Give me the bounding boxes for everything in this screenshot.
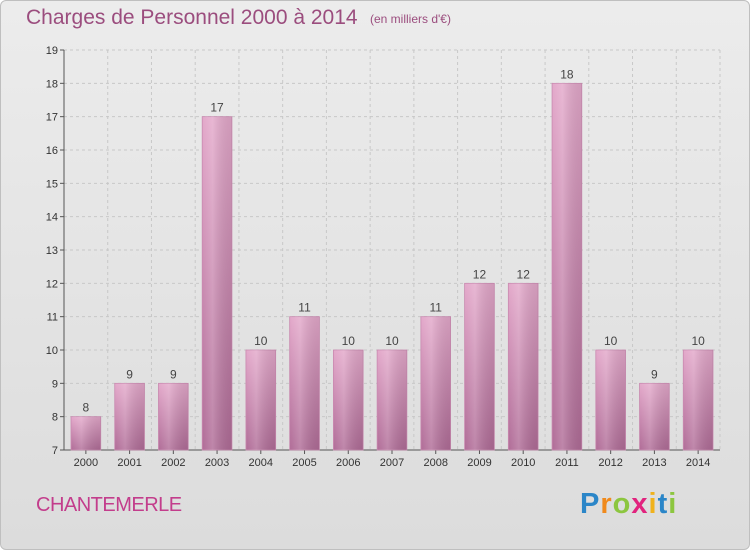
data-label: 12 (517, 267, 531, 281)
bar-sheen (245, 350, 276, 450)
data-label: 9 (170, 367, 177, 381)
y-tick-label: 13 (46, 245, 58, 257)
x-tick-label: 2005 (292, 457, 316, 469)
bar-sheen (158, 383, 189, 450)
bar-sheen (595, 350, 626, 450)
x-tick-label: 2000 (74, 457, 98, 469)
logo-letter: P (580, 488, 601, 520)
data-label: 10 (691, 334, 705, 348)
x-tick-label: 2002 (161, 457, 185, 469)
logo-letter: i (668, 488, 678, 520)
data-label: 10 (604, 334, 618, 348)
y-tick-label: 14 (46, 212, 58, 224)
chart-subtitle: (en milliers d'€) (370, 12, 451, 26)
y-tick-label: 12 (46, 278, 58, 290)
x-tick-label: 2001 (117, 457, 141, 469)
data-label: 10 (342, 334, 356, 348)
logo-letter: r (600, 488, 613, 520)
bar-sheen (420, 316, 451, 450)
logo-letter: o (612, 488, 632, 520)
labels: 7 8 9 10 11 12 13 14 15 16 17 18 19 8 2000 9 2001 9 2002 17… (46, 45, 711, 469)
x-tick-label: 2007 (380, 457, 404, 469)
data-label: 8 (83, 401, 90, 415)
data-label: 9 (126, 367, 133, 381)
bar-sheen (333, 350, 364, 450)
location-name: CHANTEMERLE (36, 494, 182, 516)
y-tick-label: 18 (46, 78, 58, 90)
bar-sheen (639, 383, 670, 450)
bar-sheen (70, 416, 101, 450)
bar-sheen (114, 383, 145, 450)
chart-title: Charges de Personnel 2000 à 2014 (26, 6, 358, 29)
data-label: 10 (385, 334, 399, 348)
bar-sheen (683, 350, 714, 450)
x-tick-label: 2009 (467, 457, 491, 469)
proxiti-logo: Proxiti (580, 488, 677, 521)
y-tick-label: 15 (46, 178, 58, 190)
x-tick-label: 2013 (642, 457, 666, 469)
y-tick-label: 8 (52, 412, 58, 424)
data-label: 9 (651, 367, 658, 381)
x-tick-label: 2014 (686, 457, 710, 469)
y-tick-label: 9 (52, 378, 58, 390)
bar-sheen (202, 116, 232, 451)
x-tick-label: 2010 (511, 457, 535, 469)
y-tick-label: 10 (46, 345, 58, 357)
data-label: 11 (298, 301, 311, 315)
x-tick-label: 2006 (336, 457, 360, 469)
data-label: 11 (429, 301, 442, 315)
bar-sheen (508, 283, 539, 450)
y-tick-label: 11 (47, 312, 58, 324)
x-tick-label: 2008 (423, 457, 447, 469)
y-tick-label: 19 (46, 45, 58, 57)
data-label: 12 (473, 267, 487, 281)
bar-sheen (377, 350, 407, 450)
y-tick-label: 7 (52, 445, 58, 457)
logo-letter: x (631, 488, 649, 520)
bar-sheen (289, 316, 320, 450)
bar-sheen (552, 83, 582, 450)
data-label: 17 (210, 101, 224, 115)
logo-letter: i (648, 488, 658, 520)
bar-sheen (464, 283, 495, 450)
data-label: 10 (254, 334, 268, 348)
x-tick-label: 2011 (555, 457, 579, 469)
y-tick-label: 16 (46, 145, 58, 157)
data-label: 18 (560, 67, 574, 81)
bars (70, 82, 714, 451)
logo-letter: t (657, 488, 669, 520)
x-tick-label: 2004 (249, 457, 273, 469)
y-tick-label: 17 (46, 112, 58, 124)
x-tick-label: 2012 (598, 457, 622, 469)
x-tick-label: 2003 (205, 457, 229, 469)
